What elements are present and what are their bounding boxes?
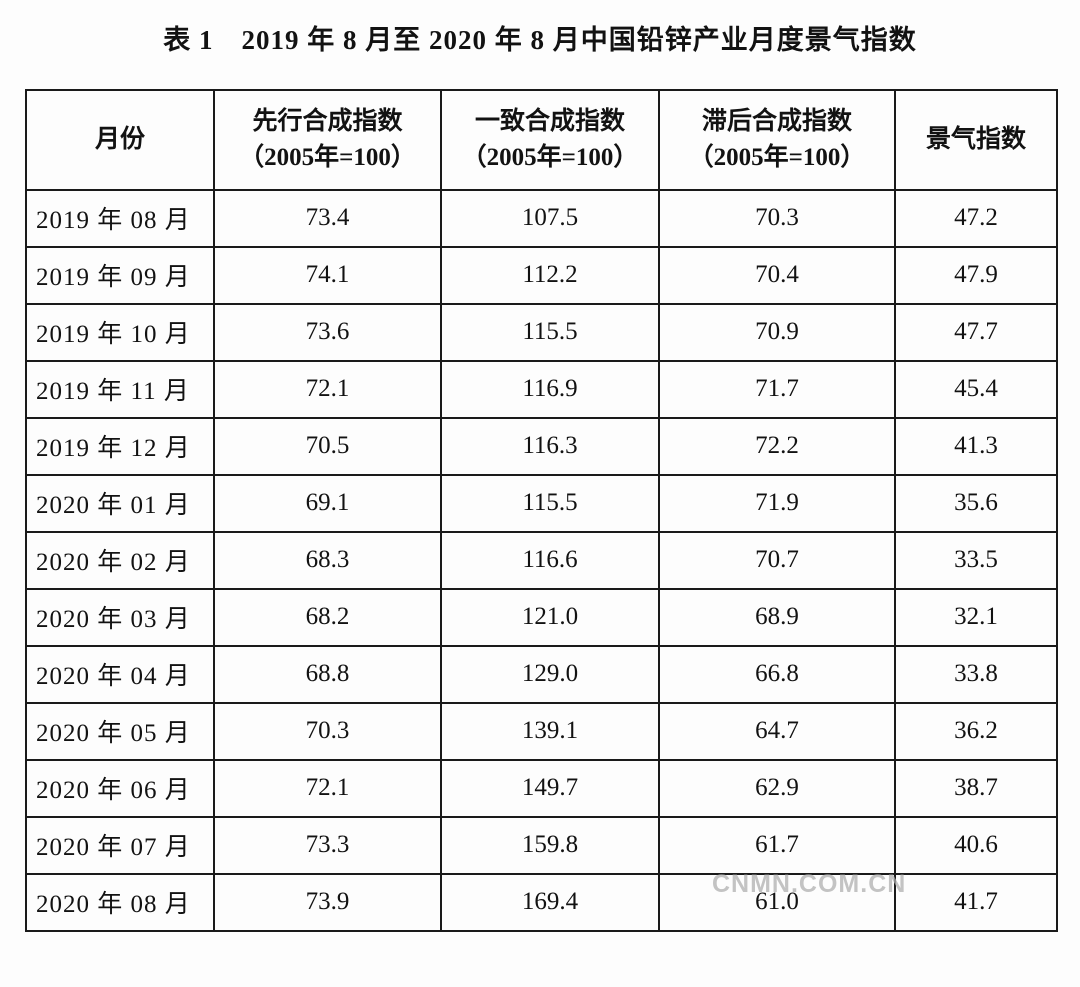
cell-prosperity: 33.5 bbox=[894, 530, 1058, 590]
cell-lagging: 70.3 bbox=[658, 188, 896, 248]
column-header-leading-sub: （2005年=100） bbox=[239, 143, 416, 171]
cell-coincident: 121.0 bbox=[440, 587, 660, 647]
cell-leading: 73.9 bbox=[213, 872, 442, 932]
table-header: 月份 先行合成指数 （2005年=100） 一致合成指数 （2005年=100）… bbox=[25, 88, 1058, 191]
cell-lagging: 66.8 bbox=[658, 644, 896, 704]
cell-prosperity: 38.7 bbox=[894, 758, 1058, 818]
cell-leading: 68.2 bbox=[213, 587, 442, 647]
table-row: 2020 年 05 月 70.3 139.1 64.7 36.2 bbox=[25, 701, 1058, 761]
cell-month: 2019 年 10 月 bbox=[25, 302, 215, 362]
cell-month: 2020 年 08 月 bbox=[25, 872, 215, 932]
column-header-lagging-sub: （2005年=100） bbox=[688, 143, 866, 171]
table-row: 2020 年 01 月 69.1 115.5 71.9 35.6 bbox=[25, 473, 1058, 533]
cell-coincident: 159.8 bbox=[440, 815, 660, 875]
cell-prosperity: 41.7 bbox=[894, 872, 1058, 932]
column-header-month: 月份 bbox=[25, 88, 215, 191]
cell-leading: 70.3 bbox=[213, 701, 442, 761]
cell-coincident: 116.9 bbox=[440, 359, 660, 419]
table-row: 2019 年 09 月 74.1 112.2 70.4 47.9 bbox=[25, 245, 1058, 305]
cell-coincident: 112.2 bbox=[440, 245, 660, 305]
cell-leading: 73.3 bbox=[213, 815, 442, 875]
cell-prosperity: 45.4 bbox=[894, 359, 1058, 419]
column-header-prosperity-index: 景气指数 bbox=[894, 88, 1058, 191]
cell-leading: 68.3 bbox=[213, 530, 442, 590]
cell-coincident: 107.5 bbox=[440, 188, 660, 248]
cell-lagging: 70.9 bbox=[658, 302, 896, 362]
cell-coincident: 116.6 bbox=[440, 530, 660, 590]
column-header-leading-label: 先行合成指数 bbox=[252, 107, 403, 135]
cell-lagging: 71.9 bbox=[658, 473, 896, 533]
table-title: 表 1 2019 年 8 月至 2020 年 8 月中国铅锌产业月度景气指数 bbox=[163, 25, 917, 55]
cell-month: 2019 年 09 月 bbox=[25, 245, 215, 305]
cell-lagging: 64.7 bbox=[658, 701, 896, 761]
cell-coincident: 115.5 bbox=[440, 473, 660, 533]
table-row: 2020 年 07 月 73.3 159.8 61.7 40.6 bbox=[25, 815, 1058, 875]
table-row: 2019 年 11 月 72.1 116.9 71.7 45.4 bbox=[25, 359, 1058, 419]
cell-prosperity: 40.6 bbox=[894, 815, 1058, 875]
cell-prosperity: 47.2 bbox=[894, 188, 1058, 248]
cell-leading: 72.1 bbox=[213, 359, 442, 419]
column-header-coincident-label: 一致合成指数 bbox=[474, 107, 625, 135]
cell-month: 2020 年 01 月 bbox=[25, 473, 215, 533]
cell-prosperity: 47.7 bbox=[894, 302, 1058, 362]
prosperity-index-table: 月份 先行合成指数 （2005年=100） 一致合成指数 （2005年=100）… bbox=[25, 88, 1058, 932]
column-header-lagging-label: 滞后合成指数 bbox=[701, 107, 852, 135]
cell-prosperity: 32.1 bbox=[894, 587, 1058, 647]
cell-prosperity: 35.6 bbox=[894, 473, 1058, 533]
page: 表 1 2019 年 8 月至 2020 年 8 月中国铅锌产业月度景气指数 月… bbox=[25, 25, 1058, 932]
column-header-lagging-index: 滞后合成指数 （2005年=100） bbox=[658, 88, 896, 191]
cell-prosperity: 47.9 bbox=[894, 245, 1058, 305]
table-row: 2019 年 10 月 73.6 115.5 70.9 47.7 bbox=[25, 302, 1058, 362]
column-header-month-label: 月份 bbox=[94, 125, 145, 153]
cell-lagging: 70.7 bbox=[658, 530, 896, 590]
table-row: 2019 年 12 月 70.5 116.3 72.2 41.3 bbox=[25, 416, 1058, 476]
cell-lagging: 62.9 bbox=[658, 758, 896, 818]
cell-month: 2020 年 06 月 bbox=[25, 758, 215, 818]
table-row: 2020 年 08 月 73.9 169.4 61.0 41.7 bbox=[25, 872, 1058, 932]
cell-leading: 73.6 bbox=[213, 302, 442, 362]
cell-month: 2020 年 02 月 bbox=[25, 530, 215, 590]
cell-coincident: 149.7 bbox=[440, 758, 660, 818]
cell-month: 2019 年 08 月 bbox=[25, 188, 215, 248]
table-row: 2020 年 04 月 68.8 129.0 66.8 33.8 bbox=[25, 644, 1058, 704]
cell-leading: 68.8 bbox=[213, 644, 442, 704]
cell-month: 2020 年 04 月 bbox=[25, 644, 215, 704]
table-row: 2020 年 03 月 68.2 121.0 68.9 32.1 bbox=[25, 587, 1058, 647]
table-row: 2020 年 02 月 68.3 116.6 70.7 33.5 bbox=[25, 530, 1058, 590]
cell-coincident: 139.1 bbox=[440, 701, 660, 761]
cell-coincident: 116.3 bbox=[440, 416, 660, 476]
cell-prosperity: 41.3 bbox=[894, 416, 1058, 476]
cell-lagging: 72.2 bbox=[658, 416, 896, 476]
cell-coincident: 129.0 bbox=[440, 644, 660, 704]
table-row: 2019 年 08 月 73.4 107.5 70.3 47.2 bbox=[25, 188, 1058, 248]
cell-prosperity: 36.2 bbox=[894, 701, 1058, 761]
cell-leading: 72.1 bbox=[213, 758, 442, 818]
cell-lagging: 61.0 bbox=[658, 872, 896, 932]
column-header-prosperity-label: 景气指数 bbox=[925, 125, 1026, 153]
header-row: 月份 先行合成指数 （2005年=100） 一致合成指数 （2005年=100）… bbox=[25, 88, 1058, 191]
cell-month: 2020 年 05 月 bbox=[25, 701, 215, 761]
cell-lagging: 68.9 bbox=[658, 587, 896, 647]
column-header-coincident-sub: （2005年=100） bbox=[461, 143, 639, 171]
cell-prosperity: 33.8 bbox=[894, 644, 1058, 704]
cell-month: 2019 年 11 月 bbox=[25, 359, 215, 419]
cell-leading: 69.1 bbox=[213, 473, 442, 533]
cell-leading: 74.1 bbox=[213, 245, 442, 305]
column-header-coincident-index: 一致合成指数 （2005年=100） bbox=[440, 88, 660, 191]
cell-leading: 73.4 bbox=[213, 188, 442, 248]
cell-month: 2020 年 07 月 bbox=[25, 815, 215, 875]
table-row: 2020 年 06 月 72.1 149.7 62.9 38.7 bbox=[25, 758, 1058, 818]
cell-leading: 70.5 bbox=[213, 416, 442, 476]
cell-month: 2019 年 12 月 bbox=[25, 416, 215, 476]
cell-coincident: 169.4 bbox=[440, 872, 660, 932]
column-header-leading-index: 先行合成指数 （2005年=100） bbox=[213, 88, 442, 191]
cell-lagging: 61.7 bbox=[658, 815, 896, 875]
cell-lagging: 71.7 bbox=[658, 359, 896, 419]
cell-month: 2020 年 03 月 bbox=[25, 587, 215, 647]
cell-coincident: 115.5 bbox=[440, 302, 660, 362]
cell-lagging: 70.4 bbox=[658, 245, 896, 305]
